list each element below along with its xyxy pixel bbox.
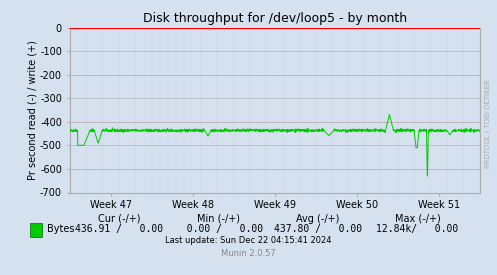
- Text: Avg (-/+): Avg (-/+): [296, 214, 340, 224]
- Text: Munin 2.0.57: Munin 2.0.57: [221, 249, 276, 257]
- Text: 437.80 /   0.00: 437.80 / 0.00: [274, 224, 362, 234]
- Text: Bytes: Bytes: [47, 224, 75, 234]
- Y-axis label: Pr second read (-) / write (+): Pr second read (-) / write (+): [27, 40, 37, 180]
- Title: Disk throughput for /dev/loop5 - by month: Disk throughput for /dev/loop5 - by mont…: [143, 12, 407, 25]
- Text: Cur (-/+): Cur (-/+): [98, 214, 141, 224]
- Text: RRDTOOL / TOBI OETIKER: RRDTOOL / TOBI OETIKER: [485, 79, 491, 168]
- Text: Min (-/+): Min (-/+): [197, 214, 240, 224]
- Text: Last update: Sun Dec 22 04:15:41 2024: Last update: Sun Dec 22 04:15:41 2024: [165, 236, 332, 245]
- Text: 436.91 /   0.00: 436.91 / 0.00: [75, 224, 164, 234]
- Text: Max (-/+): Max (-/+): [395, 214, 440, 224]
- Text: 0.00 /   0.00: 0.00 / 0.00: [174, 224, 263, 234]
- Text: 12.84k/   0.00: 12.84k/ 0.00: [376, 224, 459, 234]
